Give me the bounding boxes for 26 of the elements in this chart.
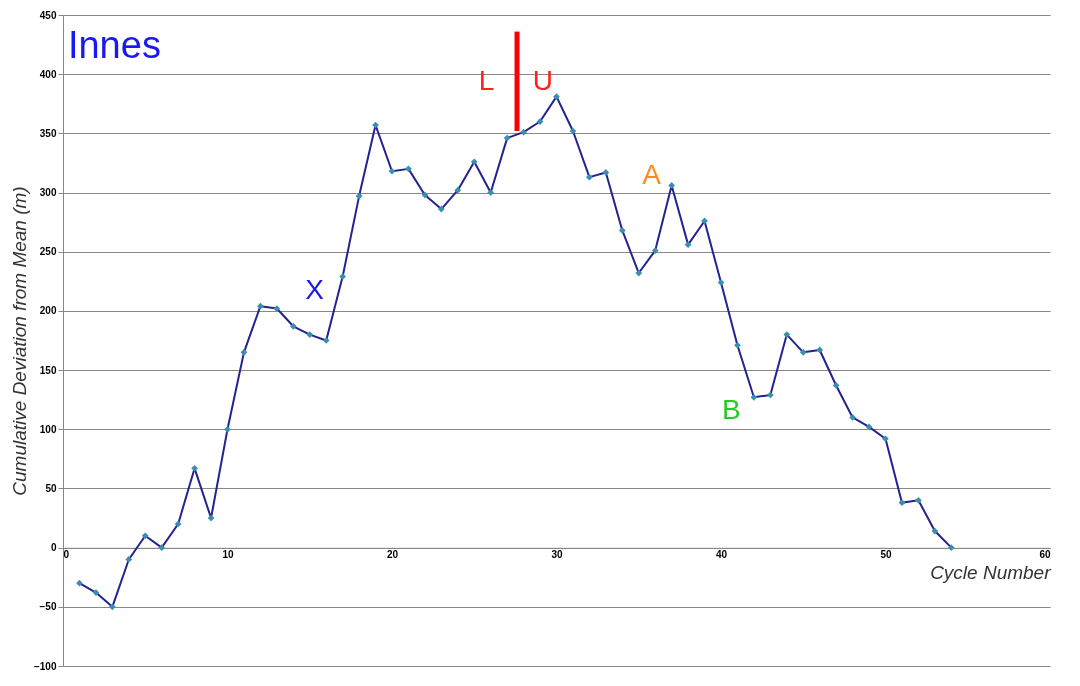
x-axis-title: Cycle Number bbox=[930, 562, 1052, 584]
annotation: A bbox=[642, 158, 662, 190]
x-tick-label: 10 bbox=[222, 549, 234, 561]
y-tick-label: −50 bbox=[39, 601, 57, 613]
annotation: Innes bbox=[67, 24, 161, 66]
x-tick-label: 60 bbox=[1039, 549, 1051, 561]
x-tick-label: 40 bbox=[715, 549, 728, 561]
x-tick-label: 0 bbox=[63, 549, 70, 561]
y-tick-label: 450 bbox=[39, 9, 57, 21]
y-tick-label: 50 bbox=[45, 482, 57, 494]
y-tick-label: 150 bbox=[39, 364, 57, 376]
x-tick-label: 20 bbox=[386, 549, 399, 561]
annotation: L bbox=[478, 64, 495, 96]
y-tick-label: 200 bbox=[39, 305, 57, 317]
y-tick-label: −100 bbox=[33, 660, 57, 672]
y-axis-title: Cumulative Deviation from Mean (m) bbox=[8, 186, 30, 496]
annotation: U bbox=[532, 64, 554, 96]
y-tick-label: 100 bbox=[39, 423, 57, 435]
x-tick-label: 30 bbox=[551, 549, 563, 561]
annotation: B bbox=[721, 393, 741, 425]
y-tick-label: 250 bbox=[39, 246, 57, 258]
y-tick-label: 350 bbox=[39, 127, 57, 139]
y-tick-label: 300 bbox=[39, 187, 57, 199]
y-tick-label: 400 bbox=[39, 68, 57, 80]
annotation: X bbox=[305, 274, 325, 306]
x-tick-label: 50 bbox=[880, 549, 892, 561]
